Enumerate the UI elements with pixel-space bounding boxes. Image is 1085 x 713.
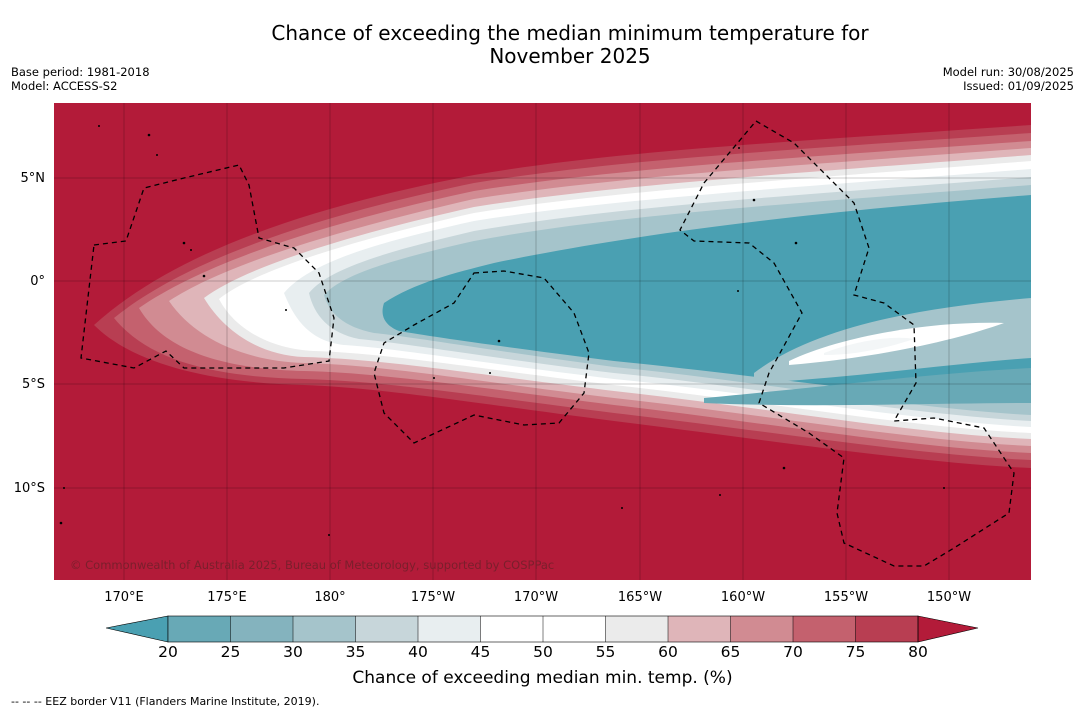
map-canvas <box>54 103 1031 580</box>
colorbar-seg-55-60 <box>605 616 668 642</box>
forecast-map: © Commonwealth of Australia 2025, Bureau… <box>54 103 1031 580</box>
lon-label-170e: 170°E <box>104 590 144 605</box>
colorbar-seg-60-65 <box>668 616 731 642</box>
lon-label-175w: 175°W <box>410 590 456 605</box>
lon-label-170w: 170°W <box>513 590 559 605</box>
colorbar-tick-35: 35 <box>345 643 366 661</box>
model-run: Model run: 30/08/2025 <box>942 65 1074 79</box>
graticule <box>54 103 1031 580</box>
teal-belt-south <box>704 368 1031 406</box>
copyright-notice: © Commonwealth of Australia 2025, Bureau… <box>70 558 555 572</box>
colorbar-tick-70: 70 <box>783 643 803 661</box>
lon-label-155w: 155°W <box>823 590 869 605</box>
map-title: Chance of exceeding the median minimum t… <box>0 22 1085 68</box>
colorbar <box>106 615 979 643</box>
lat-label-5n: 5°N <box>20 171 46 186</box>
lon-label-180: 180° <box>314 590 346 605</box>
lon-label-175e: 175°E <box>207 590 247 605</box>
colorbar-seg-40-45 <box>418 616 481 642</box>
eez-footnote: -- -- -- EEZ border V11 (Flanders Marine… <box>11 695 320 708</box>
colorbar-tick-40: 40 <box>408 643 428 661</box>
base-period: Base period: 1981-2018 <box>11 65 150 79</box>
colorbar-tick-55: 55 <box>595 643 616 661</box>
colorbar-seg-70-75 <box>793 616 856 642</box>
islands <box>59 125 945 536</box>
colorbar-tick-65: 65 <box>720 643 741 661</box>
eez-borders <box>80 120 1015 567</box>
lat-label-5s: 5°S <box>21 377 45 392</box>
colorbar-seg-25-30 <box>230 616 293 642</box>
colorbar-tick-50: 50 <box>533 643 553 661</box>
colorbar-tick-45: 45 <box>470 643 491 661</box>
colorbar-seg-30-35 <box>293 616 356 642</box>
model-info: Base period: 1981-2018 Model: ACCESS-S2 <box>11 65 150 93</box>
colorbar-extend-high <box>917 615 979 643</box>
title-line-1: Chance of exceeding the median minimum t… <box>271 21 869 45</box>
colorbar-label: Chance of exceeding median min. temp. (%… <box>352 668 733 688</box>
colorbar-tick-25: 25 <box>220 643 241 661</box>
colorbar-tick-30: 30 <box>283 643 303 661</box>
lon-label-150w: 150°W <box>926 590 972 605</box>
colorbar-tick-80: 80 <box>908 643 928 661</box>
colorbar-extend-low <box>106 615 169 643</box>
colorbar-tick-75: 75 <box>845 643 866 661</box>
white-core-south <box>824 337 914 355</box>
colorbar-tick-20: 20 <box>158 643 178 661</box>
lat-label-0: 0° <box>30 274 45 289</box>
lat-label-10s: 10°S <box>13 481 45 496</box>
lon-label-165w: 165°W <box>617 590 663 605</box>
colorbar-seg-20-25 <box>168 616 231 642</box>
run-info: Model run: 30/08/2025 Issued: 01/09/2025 <box>943 65 1074 93</box>
colorbar-seg-35-40 <box>355 616 418 642</box>
lon-label-160w: 160°W <box>720 590 766 605</box>
colorbar-tick-60: 60 <box>658 643 678 661</box>
colorbar-seg-75-80 <box>855 616 918 642</box>
title-line-2: November 2025 <box>489 44 651 68</box>
colorbar-seg-50-55 <box>543 616 606 642</box>
colorbar-seg-45-50 <box>480 616 543 642</box>
issued-date: Issued: 01/09/2025 <box>963 79 1074 93</box>
model-name: Model: ACCESS-S2 <box>11 79 118 93</box>
colorbar-seg-65-70 <box>730 616 793 642</box>
